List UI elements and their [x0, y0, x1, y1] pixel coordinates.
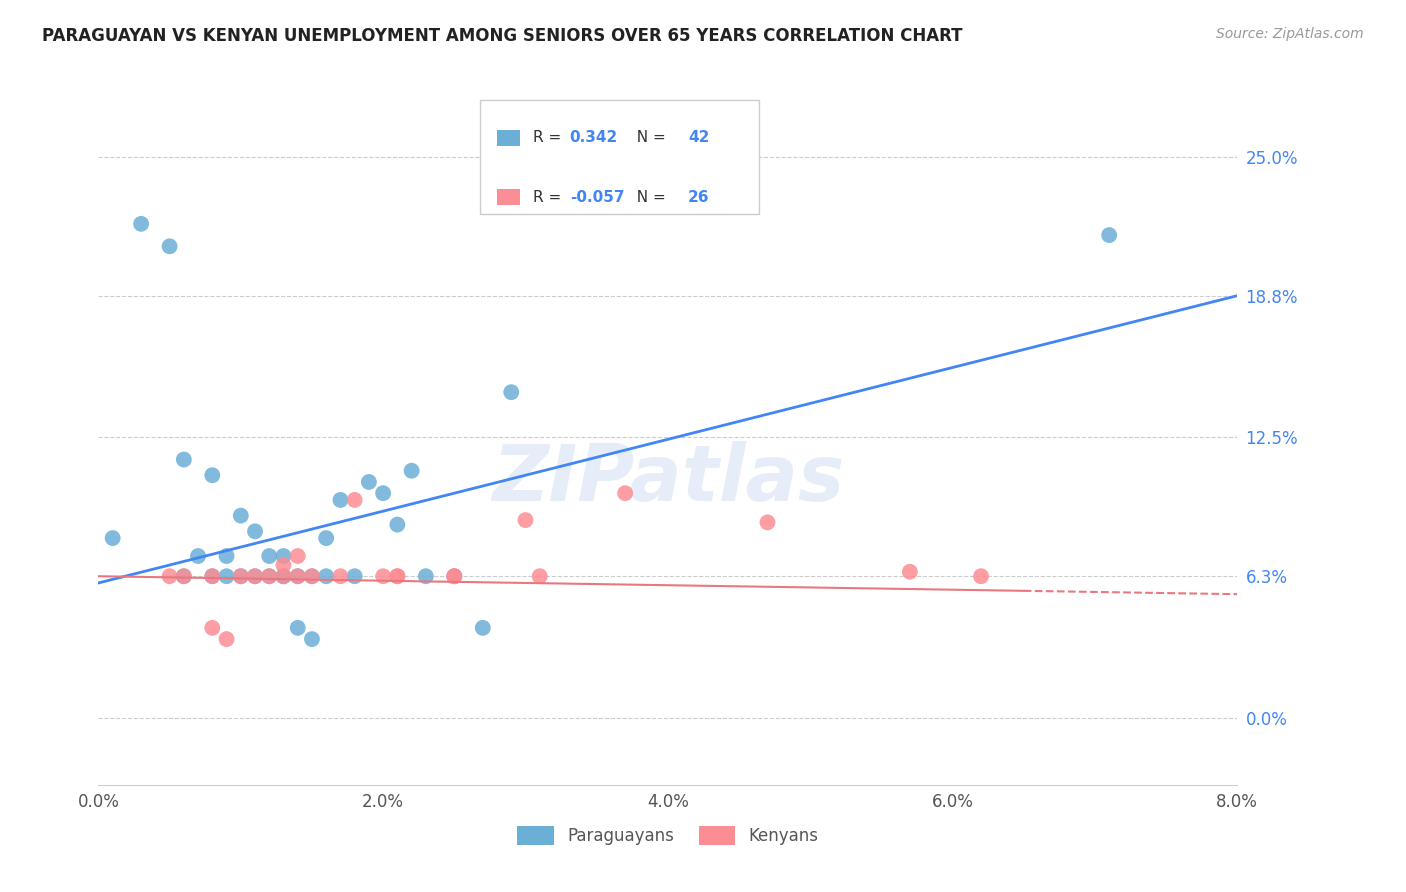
Legend: Paraguayans, Kenyans: Paraguayans, Kenyans	[509, 817, 827, 853]
Point	[343, 492, 366, 507]
Point	[273, 569, 295, 583]
Point	[273, 569, 295, 583]
Point	[301, 569, 323, 583]
Point	[273, 569, 295, 583]
Text: 26: 26	[688, 189, 710, 204]
Point	[301, 569, 323, 583]
Point	[287, 621, 309, 635]
Point	[287, 569, 309, 583]
Text: Source: ZipAtlas.com: Source: ZipAtlas.com	[1216, 27, 1364, 41]
Point	[1098, 228, 1121, 243]
Point	[387, 517, 409, 532]
Point	[443, 569, 465, 583]
Point	[301, 632, 323, 646]
Point	[387, 569, 409, 583]
Text: -0.057: -0.057	[569, 189, 624, 204]
Text: N =: N =	[627, 189, 671, 204]
Point	[387, 569, 409, 583]
Point	[471, 621, 494, 635]
Point	[515, 513, 537, 527]
Text: PARAGUAYAN VS KENYAN UNEMPLOYMENT AMONG SENIORS OVER 65 YEARS CORRELATION CHART: PARAGUAYAN VS KENYAN UNEMPLOYMENT AMONG …	[42, 27, 963, 45]
Point	[501, 385, 523, 400]
Point	[529, 569, 551, 583]
Point	[756, 516, 779, 530]
Point	[229, 569, 252, 583]
Point	[243, 524, 266, 539]
Point	[201, 569, 224, 583]
FancyBboxPatch shape	[498, 130, 520, 145]
Point	[129, 217, 152, 231]
Point	[215, 549, 238, 563]
Point	[371, 569, 394, 583]
Point	[273, 549, 295, 563]
Point	[443, 569, 465, 583]
Point	[259, 569, 281, 583]
Point	[243, 569, 266, 583]
Point	[187, 549, 209, 563]
Point	[229, 508, 252, 523]
Text: N =: N =	[627, 130, 671, 145]
Text: R =: R =	[533, 189, 567, 204]
Point	[415, 569, 437, 583]
Point	[287, 549, 309, 563]
Point	[173, 569, 195, 583]
Point	[371, 486, 394, 500]
Point	[173, 569, 195, 583]
FancyBboxPatch shape	[479, 100, 759, 214]
Point	[201, 569, 224, 583]
Point	[215, 632, 238, 646]
Text: 42: 42	[688, 130, 710, 145]
Point	[159, 239, 181, 253]
Point	[315, 569, 337, 583]
Point	[329, 492, 352, 507]
Point	[259, 549, 281, 563]
Point	[159, 569, 181, 583]
Point	[201, 621, 224, 635]
Point	[229, 569, 252, 583]
Text: R =: R =	[533, 130, 567, 145]
Point	[329, 569, 352, 583]
Text: 0.342: 0.342	[569, 130, 617, 145]
Point	[273, 558, 295, 572]
Point	[243, 569, 266, 583]
Point	[315, 531, 337, 545]
Point	[401, 464, 423, 478]
Point	[201, 468, 224, 483]
Point	[443, 569, 465, 583]
FancyBboxPatch shape	[498, 189, 520, 204]
Text: ZIPatlas: ZIPatlas	[492, 441, 844, 516]
Point	[101, 531, 124, 545]
Point	[898, 565, 921, 579]
Point	[173, 452, 195, 467]
Point	[259, 569, 281, 583]
Point	[970, 569, 993, 583]
Point	[215, 569, 238, 583]
Point	[614, 486, 637, 500]
Point	[343, 569, 366, 583]
Point	[557, 104, 579, 119]
Point	[287, 569, 309, 583]
Point	[357, 475, 380, 489]
